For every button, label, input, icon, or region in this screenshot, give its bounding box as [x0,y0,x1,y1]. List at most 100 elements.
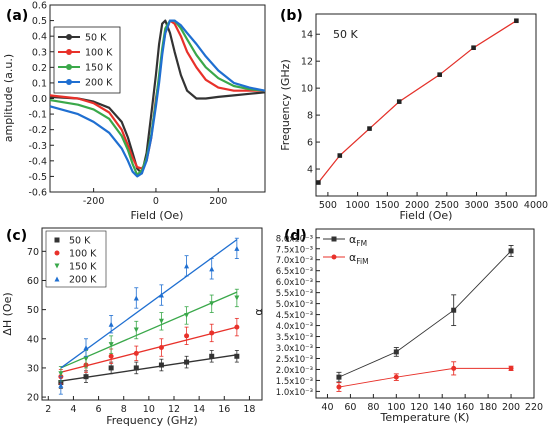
series-line-200k [49,19,266,178]
panel-c-frame [41,227,263,401]
data-point [393,349,399,355]
data-point [158,292,164,298]
x-tick-label: 100 [387,402,405,413]
panel-a-ticks: -200 0 200 -0.6 -0.5 -0.4 -0.3 -0.2 -0.1 0.0 0.1 0.… [28,1,227,208]
panel-b-ylabel: Frequency (GHz) [279,59,292,150]
fit-line [60,239,238,369]
series-line [338,250,512,378]
x-tick-label: 140 [433,402,451,413]
data-point [83,374,89,380]
legend-label: 200 K [69,275,97,286]
data-point [337,153,343,158]
x-tick-label: 60 [344,402,356,413]
y-tick-label: -0.5 [28,172,47,183]
x-tick-label: 0 [153,196,159,207]
y-tick-label: 3.0x10⁻³ [276,344,313,354]
data-point [83,345,89,351]
y-tick-label: 70 [27,247,39,258]
panel-c-ticks: 2 4 6 8 10 12 14 16 18 20 30 40 50 60 70 [27,247,256,415]
x-tick-label: 4 [70,404,76,415]
legend-marker [54,250,60,256]
legend-label: αFM [349,233,367,248]
fit-line [60,326,238,373]
fit-line [60,291,238,369]
y-tick-label: 60 [27,276,39,287]
data-point [83,356,89,362]
x-tick-label: 2000 [405,200,429,211]
data-line [318,20,517,183]
panel-a-label: (a) [6,8,28,24]
x-tick-label: 12 [168,404,180,415]
x-tick-label: 80 [367,402,379,413]
x-tick-label: 3500 [494,200,518,211]
y-tick-label: 4.5x10⁻³ [276,311,313,321]
series-line-50k [49,19,266,175]
y-tick-label: 0.3 [32,47,47,58]
legend-marker [66,79,72,85]
y-tick-label: 8 [307,111,313,122]
data-point [316,180,321,185]
y-tick-label: -0.4 [28,156,47,167]
data-point [133,327,139,333]
legend-label: 50 K [85,33,107,44]
data-point [471,45,476,51]
x-tick-label: 1500 [375,200,399,211]
data-point [158,318,164,324]
panel-d-label: (d) [284,228,307,244]
y-tick-label: 0.2 [32,63,47,74]
series-line [338,367,512,388]
data-point [209,301,215,307]
panel-c-xlabel: Frequency (GHz) [106,414,197,427]
x-tick-label: 18 [243,404,255,415]
y-tick-label: 0.6 [32,1,47,12]
data-point [133,365,139,371]
y-tick-label: -0.1 [28,110,47,121]
panel-b-frame [315,13,537,197]
data-point [514,18,519,24]
data-point [58,382,64,388]
x-tick-label: 40 [321,402,333,413]
panel-c-legend: 50 K 100 K 150 K 200 K [45,230,107,288]
legend-label-subscript: FiM [356,257,368,266]
data-point [234,295,240,301]
x-tick-label: 6 [96,404,102,415]
x-tick-label: 2500 [435,200,459,211]
data-point [184,359,190,365]
data-point [209,266,215,272]
legend-marker [331,236,337,242]
data-point [158,345,164,351]
legend-marker [66,34,72,40]
y-tick-label: 8.0x10⁻³ [276,234,313,244]
panel-a-legend: 50 K 100 K 150 K 200 K [53,26,121,94]
data-point [184,263,190,269]
x-tick-label: 160 [456,402,474,413]
y-tick-label: 3.5x10⁻³ [276,333,313,343]
y-tick-label: 0.4 [32,32,47,43]
panel-a-ylabel: amplitude (a.u.) [2,54,15,142]
y-tick-label: 0.5 [32,16,47,27]
data-point [108,321,114,327]
legend-marker [66,64,72,70]
y-tick-label: 4 [307,165,313,176]
data-point [133,350,139,356]
y-tick-label: 7.5x10⁻³ [276,245,313,255]
x-tick-label: 220 [525,402,543,413]
x-tick-label: 1000 [346,200,370,211]
y-tick-label: 10 [301,84,313,95]
y-tick-label: 14 [301,30,313,41]
x-tick-label: 3000 [464,200,488,211]
fit-line [60,354,237,382]
y-tick-label: -0.3 [28,141,47,152]
legend-marker [66,49,72,55]
data-point [209,330,215,336]
data-point [393,374,399,380]
panel-a-series [49,19,266,178]
legend-marker [331,254,337,260]
y-tick-label: 5.5x10⁻³ [276,289,313,299]
x-tick-label: 120 [410,402,428,413]
legend-marker [54,276,60,282]
x-tick-label: 4000 [524,200,548,211]
y-tick-label: 50 [27,305,39,316]
panel-d-legend: αFM αFiM [323,233,369,266]
